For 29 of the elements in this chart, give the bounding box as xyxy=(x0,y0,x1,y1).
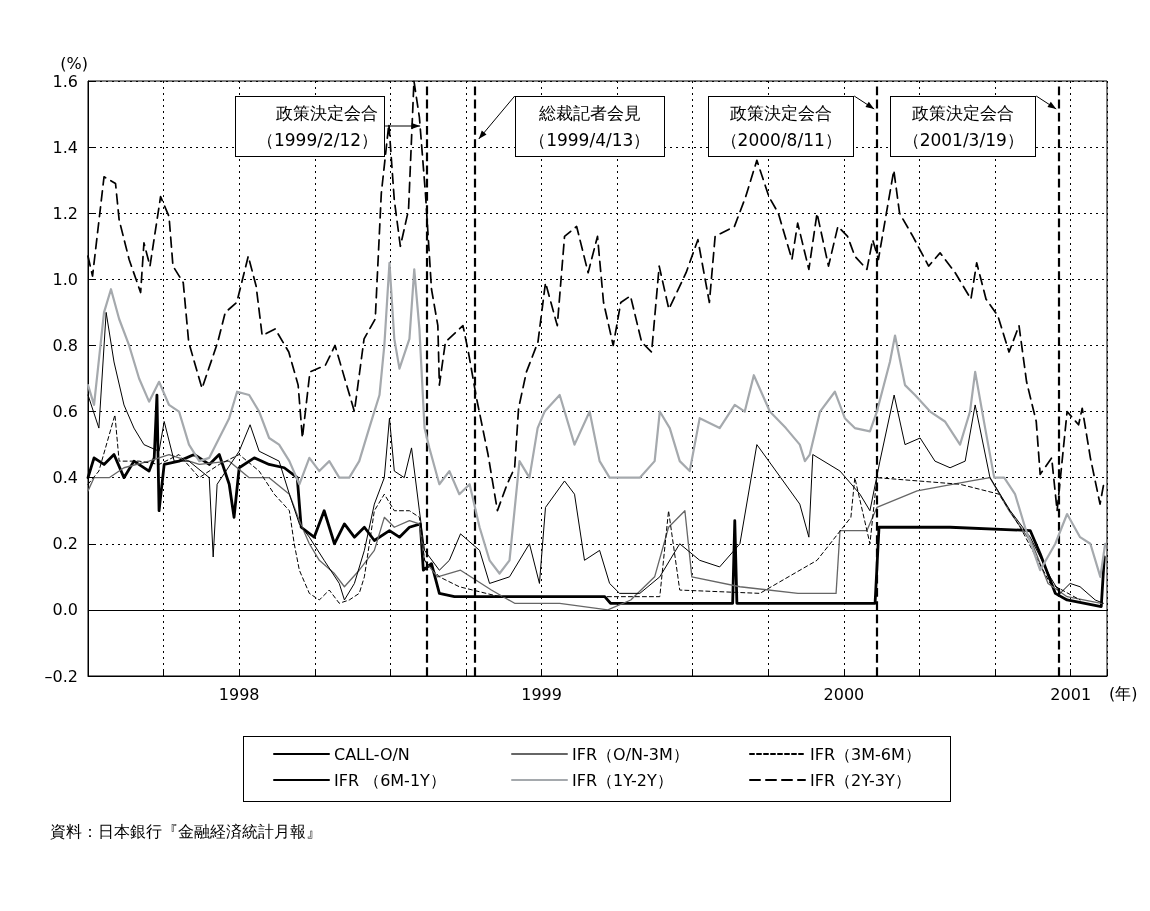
ref-line-label: 政策決定会合（2001/3/19） xyxy=(890,96,1037,157)
line-series xyxy=(87,453,1102,611)
y-tick-label: 1.4 xyxy=(52,137,78,157)
legend-label: IFR （6M-1Y） xyxy=(334,770,446,790)
y-tick-label: 1.6 xyxy=(52,71,78,91)
y-tick-label: 0.2 xyxy=(52,534,78,554)
y-axis-title: (%) xyxy=(60,53,88,73)
x-tick-label: 1999 xyxy=(521,684,562,704)
legend-label: IFR（3M-6M） xyxy=(810,744,921,764)
legend-label: CALL-O/N xyxy=(334,744,410,764)
ref-line-label: 政策決定会合（1999/2/12） xyxy=(235,96,386,157)
legend-label: IFR（O/N-3M） xyxy=(572,744,689,764)
line-series xyxy=(86,261,1107,578)
y-tick-label: 0.6 xyxy=(52,402,78,422)
x-tick-label: 1998 xyxy=(218,684,260,704)
x-tick-label: 2000 xyxy=(823,684,865,704)
y-tick-label: 1.2 xyxy=(52,203,78,223)
legend-label: IFR（1Y-2Y） xyxy=(572,770,673,790)
y-tick-label: 0.4 xyxy=(52,468,78,488)
y-tick-label: –0.2 xyxy=(44,666,78,686)
legend-label: IFR（2Y-3Y） xyxy=(810,770,911,790)
y-tick-label: 0.8 xyxy=(52,335,78,355)
ref-line-label: 総裁記者会見（1999/4/13） xyxy=(514,96,665,157)
ref-line-label: 政策決定会合（2000/8/11） xyxy=(708,96,855,157)
text: 資料：日本銀行『金融経済統計月報』 xyxy=(50,821,322,841)
x-tick-label: 2001 xyxy=(1050,684,1092,704)
x-axis-title: (年) xyxy=(1109,683,1138,703)
y-tick-label: 1.0 xyxy=(52,269,78,289)
y-tick-label: 0.0 xyxy=(52,600,78,620)
